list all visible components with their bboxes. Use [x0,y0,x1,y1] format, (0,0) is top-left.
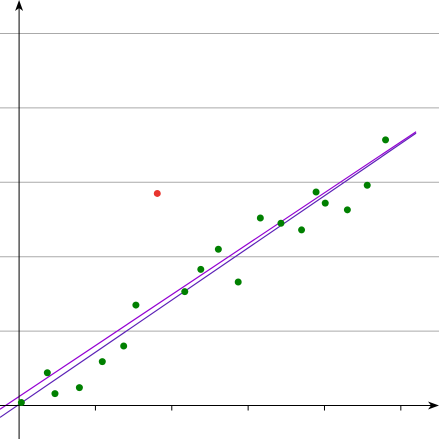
data-point-4 [98,358,106,366]
data-point-12 [277,219,285,227]
data-point-2 [51,390,59,398]
data-point-9 [214,245,222,253]
data-point-18 [382,136,390,144]
data-point-3 [75,384,83,392]
data-point-13 [298,226,306,234]
data-point-7 [181,288,189,296]
data-point-17 [363,181,371,189]
outlier-point-0 [153,189,161,197]
data-point-8 [197,265,205,273]
data-point-0 [17,399,25,407]
y-axis-arrow-icon [15,0,24,11]
data-point-14 [312,188,320,196]
grid-layer [0,32,439,332]
data-point-11 [256,214,264,222]
data-point-15 [321,199,329,207]
data-point-16 [343,206,351,214]
points-layer [17,136,390,407]
data-point-6 [132,301,140,309]
x-axis-arrow-icon [428,401,439,410]
fit-line-1 [0,131,417,410]
fit-line-2 [0,132,417,418]
data-point-10 [234,278,242,286]
data-point-5 [120,342,128,350]
data-point-1 [43,369,51,377]
fit-lines-layer [0,131,417,418]
